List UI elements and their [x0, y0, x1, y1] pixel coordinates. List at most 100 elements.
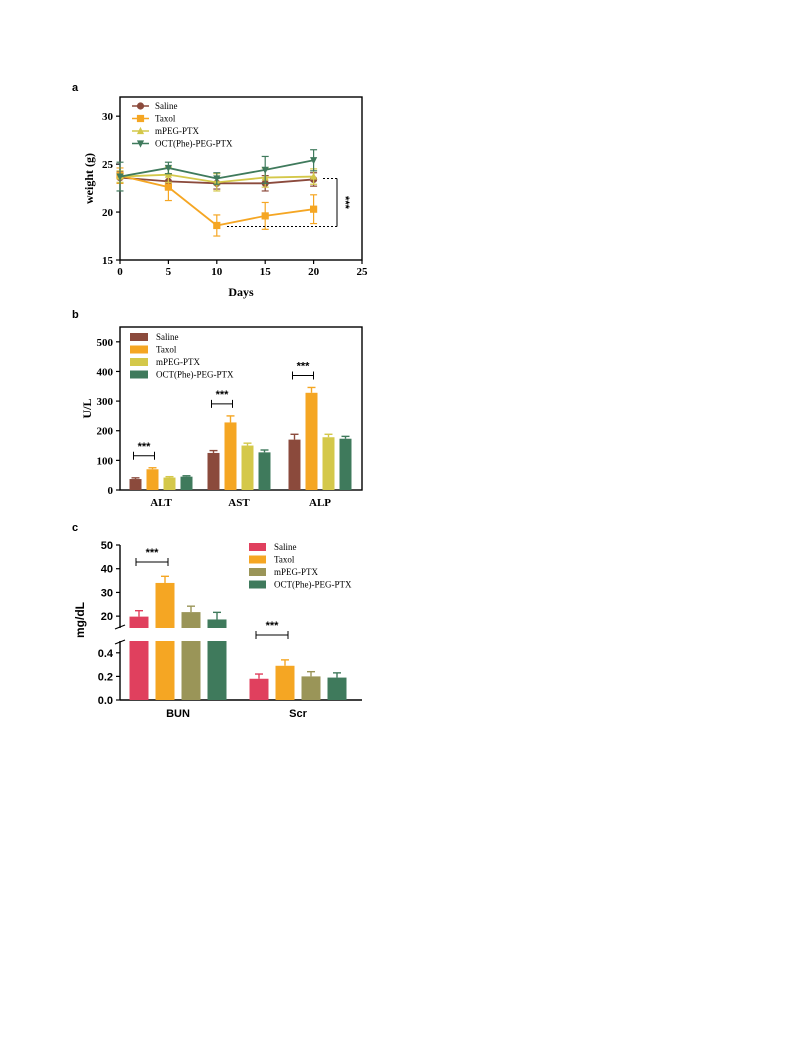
- legend-label: Saline: [155, 101, 178, 111]
- axis-break-mark: [114, 624, 126, 630]
- bar-OCT(Phe)-PEG-PTX-ALP: [339, 438, 352, 490]
- bar-OCT(Phe)-PEG-PTX-ALT: [180, 476, 193, 490]
- series-OCT(Phe)-PEG-PTX: [116, 149, 318, 192]
- legend-swatch: [249, 555, 266, 564]
- bar-Saline-Scr: [249, 678, 269, 700]
- panel-letter-b: b: [72, 309, 79, 321]
- legend-marker: [136, 102, 145, 110]
- panel-letter-a: a: [72, 82, 79, 94]
- significance-label: ***: [138, 441, 152, 453]
- legend-label: Saline: [274, 542, 297, 552]
- y-tick-label: 30: [101, 587, 113, 599]
- bar-Taxol-BUN: [155, 582, 175, 628]
- data-point: [261, 166, 269, 174]
- legend-marker: [136, 114, 145, 123]
- legend-swatch: [249, 580, 266, 589]
- x-tick-label: 20: [308, 266, 320, 278]
- x-category-label: Scr: [289, 708, 307, 720]
- y-tick-label: 300: [97, 396, 114, 408]
- axis-break-mark: [114, 639, 126, 645]
- significance-label: ***: [146, 547, 160, 559]
- y-axis-title: mg/dL: [73, 602, 87, 638]
- x-tick-label: 25: [357, 266, 369, 278]
- data-point: [261, 212, 269, 220]
- bar-mPEG-PTX-BUN-lower: [181, 641, 201, 700]
- x-category-label: ALP: [309, 497, 331, 509]
- legend-swatch: [249, 543, 266, 551]
- legend-label: OCT(Phe)-PEG-PTX: [274, 580, 352, 590]
- x-category-label: ALT: [150, 497, 172, 509]
- data-point: [213, 175, 221, 183]
- bar-OCT(Phe)-PEG-PTX-BUN: [207, 619, 227, 628]
- y-tick-label: 0.0: [98, 695, 113, 707]
- series-Taxol: [116, 167, 318, 237]
- bar-mPEG-PTX-ALP: [322, 437, 335, 490]
- data-point: [116, 173, 124, 181]
- bar-Saline-BUN: [129, 616, 149, 628]
- chart-b: 0 100 200 300 400 500 U/L ALT *** AST *** ALP *** Sal…: [80, 326, 363, 509]
- legend-label: mPEG-PTX: [155, 126, 200, 136]
- bar-Taxol-BUN-lower: [155, 641, 175, 700]
- chart-c: 20 30 40 50 0.0 0.2 0.4 mg/dL BUN *** Scr *** Saline…: [73, 540, 362, 720]
- y-tick-label: 50: [101, 540, 113, 552]
- y-tick-label: 100: [97, 455, 114, 467]
- legend-label: mPEG-PTX: [156, 357, 201, 367]
- bar-OCT(Phe)-PEG-PTX-AST: [258, 452, 271, 490]
- legend-label: Taxol: [274, 555, 295, 565]
- significance-label: ***: [266, 620, 280, 632]
- legend-label: OCT(Phe)-PEG-PTX: [155, 139, 233, 149]
- x-category-label: BUN: [166, 708, 190, 720]
- y-tick-label: 0: [108, 485, 114, 497]
- bar-Taxol-ALT: [146, 469, 159, 490]
- y-tick-label: 200: [97, 426, 114, 438]
- y-tick-label: 30: [102, 111, 114, 123]
- x-tick-label: 0: [117, 266, 123, 278]
- data-point: [164, 164, 172, 173]
- legend-label: Saline: [156, 332, 179, 342]
- y-tick-label: 0.4: [98, 648, 114, 660]
- y-tick-label: 15: [102, 255, 114, 267]
- bar-Saline-ALT: [129, 479, 142, 490]
- data-point: [310, 157, 318, 165]
- bar-mPEG-PTX-BUN: [181, 612, 201, 628]
- x-tick-label: 15: [260, 266, 272, 278]
- x-tick-label: 5: [166, 266, 172, 278]
- bar-Saline-AST: [207, 452, 220, 490]
- x-tick-label: 10: [211, 266, 223, 278]
- bar-mPEG-PTX-ALT: [163, 477, 176, 490]
- legend-swatch: [130, 370, 148, 379]
- legend-label: Taxol: [156, 345, 177, 355]
- legend-marker: [136, 126, 145, 135]
- y-tick-label: 40: [101, 564, 113, 576]
- legend-marker: [136, 140, 145, 148]
- bar-Saline-BUN-lower: [129, 641, 149, 700]
- legend-swatch: [130, 345, 148, 354]
- significance-label: ***: [216, 389, 230, 401]
- y-tick-label: 20: [101, 611, 113, 623]
- data-point: [213, 221, 221, 230]
- legend-label: OCT(Phe)-PEG-PTX: [156, 370, 234, 380]
- data-point: [164, 183, 172, 191]
- plot-frame: [119, 326, 363, 491]
- bar-Taxol-ALP: [305, 392, 318, 490]
- bar-Saline-ALP: [288, 439, 301, 490]
- y-tick-label: 25: [102, 159, 114, 171]
- legend-label: Taxol: [155, 114, 176, 124]
- legend-swatch: [249, 568, 266, 576]
- bar-Taxol-Scr: [275, 665, 295, 700]
- legend-swatch: [130, 358, 148, 366]
- y-axis-title: weight (g): [82, 153, 96, 204]
- data-point: [310, 205, 318, 213]
- data-point: [310, 172, 318, 180]
- legend-label: mPEG-PTX: [274, 567, 319, 577]
- panel-letter-c: c: [72, 522, 78, 534]
- y-tick-label: 400: [97, 366, 114, 378]
- x-axis-title: Days: [228, 285, 254, 299]
- bar-OCT(Phe)-PEG-PTX-Scr: [327, 677, 347, 700]
- chart-a: 0 5 10 15 20 25 15 20 25 30 Days weight (g) Saline Ta…: [82, 96, 369, 299]
- y-tick-label: 20: [102, 207, 114, 219]
- y-axis-title: U/L: [80, 398, 94, 418]
- significance-label: ***: [339, 196, 351, 210]
- bar-OCT(Phe)-PEG-PTX-BUN-lower: [207, 641, 227, 700]
